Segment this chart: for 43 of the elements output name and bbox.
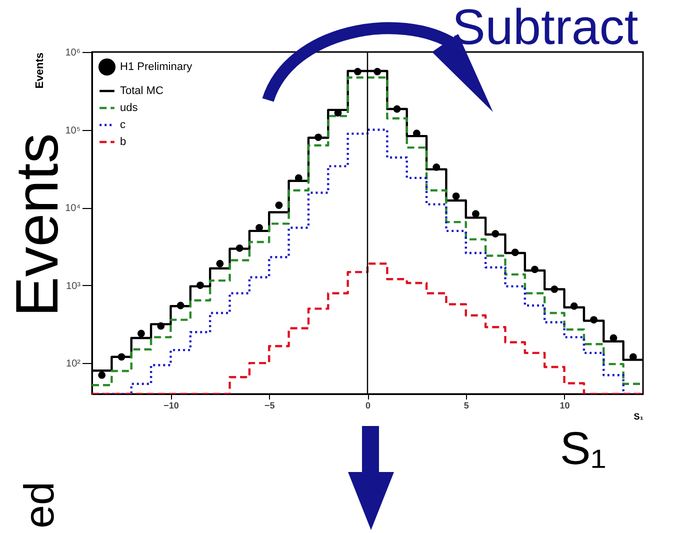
text: S₁ (560, 422, 606, 474)
y-tick-label: 10⁶ (65, 48, 80, 58)
legend-label: b (120, 136, 126, 148)
legend-label: Total MC (120, 85, 164, 97)
x-tick-label: −5 (264, 400, 275, 410)
point (98, 371, 106, 379)
point (275, 202, 283, 209)
x-tick-label: 5 (464, 400, 469, 410)
point (570, 302, 578, 310)
x-tick-label: 0 (365, 400, 371, 410)
y-tick-label: 10⁴ (65, 203, 80, 214)
point (472, 210, 480, 218)
point (236, 244, 244, 252)
point (511, 248, 519, 256)
legend-label: H1 Preliminary (120, 61, 193, 73)
point (432, 164, 440, 171)
point (176, 302, 184, 310)
point (452, 192, 460, 200)
x-axis-title: S₁ (634, 412, 644, 422)
legend-label: uds (120, 102, 138, 114)
point (393, 105, 401, 113)
y-axis-title: Events (34, 52, 46, 89)
point (590, 316, 598, 324)
legend-label: c (120, 119, 126, 131)
y-tick-label: 10⁵ (65, 125, 80, 136)
x-tick-label: −10 (164, 400, 179, 410)
point (196, 282, 204, 289)
point (550, 286, 558, 293)
text: ed (15, 481, 62, 528)
y-tick-label: 10³ (66, 280, 82, 292)
annotation: Subtract (452, 0, 638, 55)
y-tick-label: 10² (66, 358, 82, 370)
point (137, 330, 145, 338)
point (492, 230, 500, 238)
point (354, 68, 362, 76)
point (157, 322, 165, 330)
point (118, 353, 126, 361)
point (531, 266, 538, 274)
point (314, 134, 322, 141)
x-tick-label: 10 (560, 400, 570, 410)
point (629, 353, 637, 361)
point (374, 68, 382, 76)
point (216, 260, 224, 268)
